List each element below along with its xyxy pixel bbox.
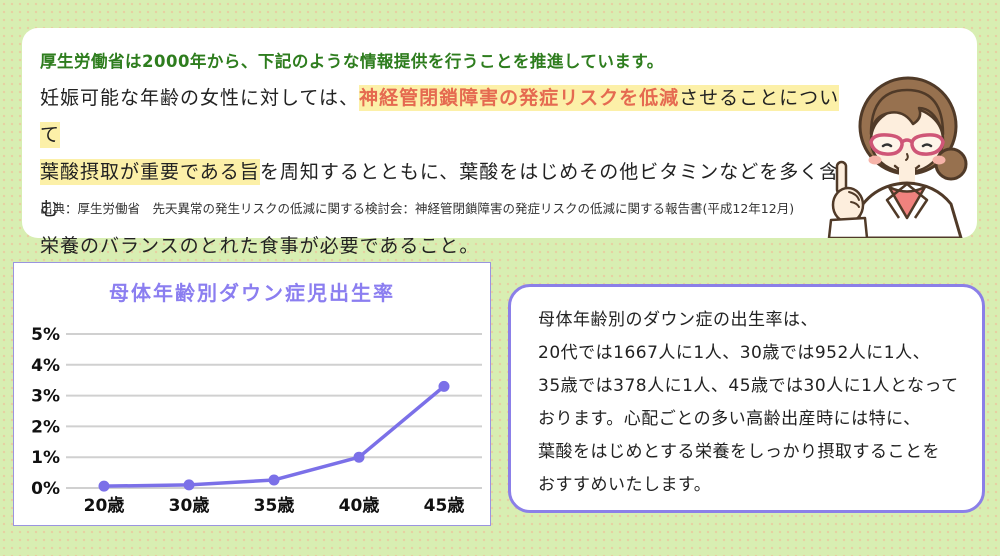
data-point: [98, 480, 110, 492]
emphasis-text: 神経管閉鎖障害の発症リスクを低減: [359, 87, 680, 109]
neck: [899, 168, 915, 184]
notice-body-line2: 葉酸摂取が重要である旨を周知するとともに、葉酸をはじめその他ビタミンなどを多く含…: [40, 159, 840, 220]
blush-left: [868, 155, 882, 165]
notice-card: 厚生労働省は2000年から、下記のような情報提供を行うことを推進しています。 妊…: [22, 28, 977, 257]
y-tick-label: 1%: [31, 448, 60, 468]
data-point: [183, 479, 195, 491]
info-line: 葉酸をはじめとする栄養をしっかり摂取することを: [538, 442, 940, 462]
y-tick-label: 4%: [31, 356, 60, 376]
line-chart: 0% 1% 2% 3% 4% 5% 20歳 30歳 35歳 40歳 45歳: [31, 325, 482, 516]
notice-heading: 厚生労働省は2000年から、下記のような情報提供を行うことを推進しています。: [40, 52, 664, 71]
x-tick-label: 45歳: [424, 495, 465, 516]
eye-left: [881, 143, 893, 148]
data-line: [102, 384, 446, 488]
knuckle-lines: [848, 191, 860, 208]
doctor-illustration: [827, 76, 968, 238]
nose: [905, 153, 909, 161]
pointing-hand: [827, 160, 869, 238]
data-point: [268, 474, 280, 486]
highlight-text: 葉酸摂取が重要である旨: [40, 159, 260, 185]
data-point: [353, 451, 365, 463]
info-text: 母体年齢別のダウン症の出生率は、 20代では1667人に1人、30歳では952人…: [538, 304, 963, 502]
info-box: 母体年齢別のダウン症の出生率は、 20代では1667人に1人、30歳では952人…: [508, 284, 985, 513]
pink-shirt: [887, 185, 927, 220]
coat-lapels: [885, 183, 929, 219]
info-line: 母体年齢別のダウン症の出生率は、: [538, 310, 818, 330]
source-citation: 出典：厚生労働省 先天異常の発生リスクの低減に関する検討会：神経管閉鎖障害の発症…: [40, 201, 795, 216]
eye-right: [921, 143, 933, 148]
bangs: [869, 88, 945, 136]
x-tick-label: 30歳: [169, 495, 210, 516]
info-line: おすすめいたします。: [538, 475, 712, 495]
info-line: 20代では1667人に1人、30歳では952人に1人、: [538, 343, 931, 363]
hair-bun: [934, 147, 968, 181]
down-syndrome-rate-chart-box: 母体年齢別ダウン症児出生率 0% 1% 2% 3% 4% 5% 20歳 30歳 35歳 40歳 45…: [13, 262, 491, 526]
info-line: 35歳では378人に1人、45歳では30人に1人となって: [538, 376, 959, 396]
coat-sleeve: [827, 216, 869, 238]
notice-body: 妊娠可能な年齢の女性に対しては、神経管閉鎖障害の発症リスクを低減させることについ…: [40, 80, 850, 265]
y-tick-label: 0%: [31, 479, 60, 499]
y-tick-label: 2%: [31, 417, 60, 437]
data-point: [438, 380, 450, 392]
notice-body-line1: 妊娠可能な年齢の女性に対しては、神経管閉鎖障害の発症リスクを低減させることについ…: [40, 85, 840, 148]
notice-body-line3: 栄養のバランスのとれた食事が必要であること。: [40, 235, 480, 257]
x-tick-label: 35歳: [254, 495, 295, 516]
y-tick-label: 3%: [31, 387, 60, 407]
x-tick-label: 40歳: [339, 495, 380, 516]
y-tick-label: 5%: [31, 325, 60, 345]
blush-right: [932, 155, 946, 165]
x-tick-label: 20歳: [84, 495, 125, 516]
info-line: おります。心配ごとの多い高齢出産時には特に、: [538, 409, 921, 429]
chart-title: 母体年齢別ダウン症児出生率: [109, 281, 395, 305]
